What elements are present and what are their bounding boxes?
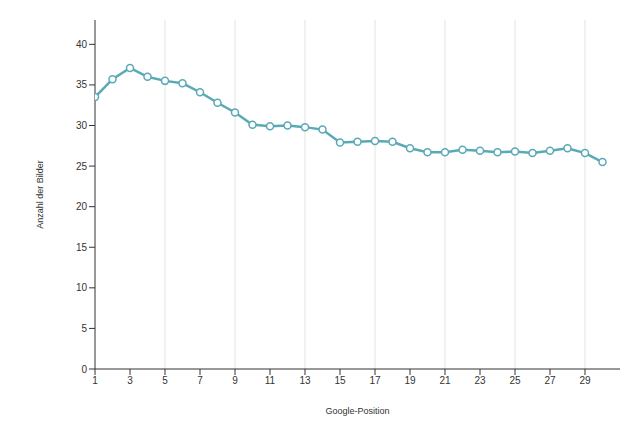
svg-text:30: 30 xyxy=(76,120,88,131)
svg-text:15: 15 xyxy=(334,375,346,386)
svg-text:25: 25 xyxy=(509,375,521,386)
svg-text:17: 17 xyxy=(369,375,381,386)
svg-text:27: 27 xyxy=(544,375,556,386)
svg-text:15: 15 xyxy=(76,242,88,253)
svg-text:21: 21 xyxy=(439,375,451,386)
svg-text:40: 40 xyxy=(76,39,88,50)
svg-text:3: 3 xyxy=(127,375,133,386)
svg-text:11: 11 xyxy=(265,375,276,386)
svg-text:Google-Position: Google-Position xyxy=(325,406,389,416)
svg-text:25: 25 xyxy=(76,161,88,172)
svg-text:7: 7 xyxy=(197,375,203,386)
svg-text:5: 5 xyxy=(162,375,168,386)
svg-text:1: 1 xyxy=(92,375,98,386)
svg-text:0: 0 xyxy=(81,364,87,375)
svg-text:10: 10 xyxy=(76,282,88,293)
svg-text:19: 19 xyxy=(404,375,416,386)
svg-text:Anzahl der Bilder: Anzahl der Bilder xyxy=(35,160,45,229)
svg-text:23: 23 xyxy=(474,375,486,386)
svg-text:29: 29 xyxy=(579,375,591,386)
svg-text:5: 5 xyxy=(81,323,87,334)
svg-text:9: 9 xyxy=(232,375,238,386)
svg-text:20: 20 xyxy=(76,201,88,212)
svg-text:13: 13 xyxy=(299,375,311,386)
svg-text:35: 35 xyxy=(76,79,88,90)
